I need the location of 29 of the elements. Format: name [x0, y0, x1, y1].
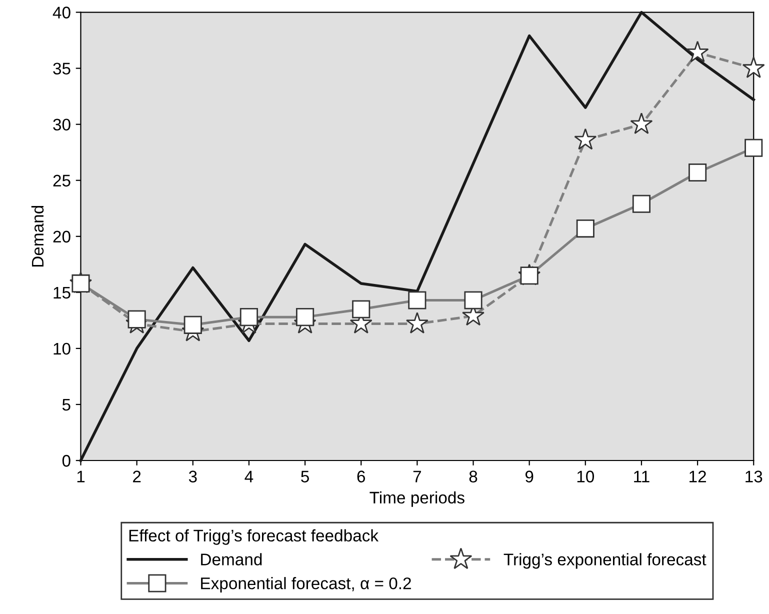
x-tick-label: 5 [301, 470, 309, 482]
legend-label: Trigg’s exponential forecast [504, 553, 706, 569]
legend-title: Effect of Trigg’s forecast feedback [129, 529, 379, 545]
x-tick-label: 4 [244, 470, 254, 482]
y-tick-label: 15 [54, 286, 70, 299]
y-tick-label: 25 [53, 174, 70, 187]
y-tick-label: 0 [62, 454, 70, 467]
y-tick-label: 20 [53, 230, 70, 243]
x-tick-label: 7 [413, 470, 421, 482]
x-tick-label: 12 [690, 470, 706, 482]
x-tick-label: 6 [357, 470, 366, 482]
y-tick-label: 5 [62, 399, 70, 411]
legend-label: Demand [201, 553, 262, 566]
y-tick-label: 40 [52, 6, 70, 18]
y-tick-label: 35 [53, 62, 70, 75]
x-tick-label: 11 [634, 470, 650, 482]
x-tick-label: 9 [525, 470, 534, 482]
x-tick-label: 1 [77, 470, 85, 482]
y-axis-title: Demand [31, 206, 44, 267]
x-tick-label: 10 [577, 470, 594, 482]
x-tick-label: 13 [746, 470, 762, 482]
y-tick-label: 10 [54, 342, 70, 355]
y-tick-label: 30 [53, 118, 70, 131]
legend-label: Exponential forecast, α = 0.2 [201, 577, 411, 593]
x-tick-label: 8 [469, 470, 478, 482]
x-axis-title: Time periods [370, 491, 464, 507]
line-series [79, 10, 756, 462]
x-tick-label: 2 [133, 470, 141, 482]
x-tick-label: 3 [188, 470, 197, 482]
